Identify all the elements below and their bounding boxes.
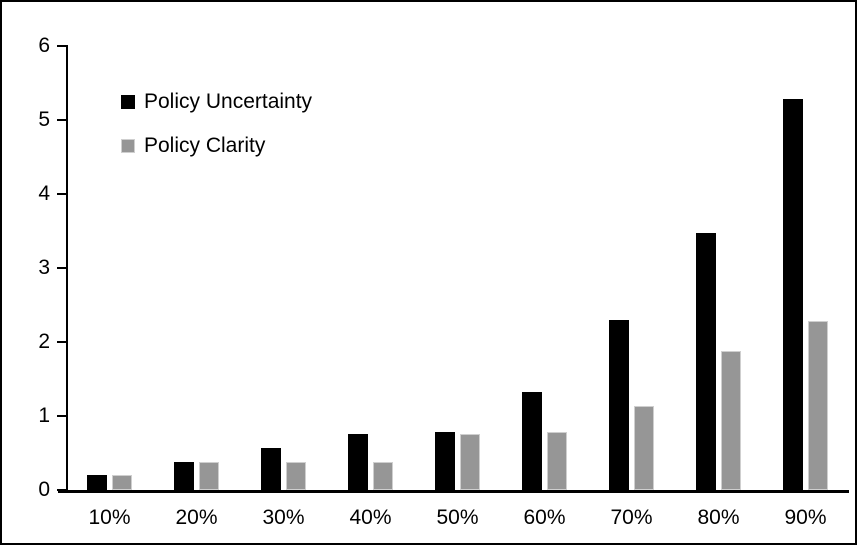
bar (547, 432, 567, 490)
y-tick-mark (57, 489, 66, 491)
x-tick-label: 30% (262, 506, 305, 529)
bar (373, 462, 393, 490)
y-tick-mark (57, 193, 66, 195)
y-axis-line (66, 45, 68, 492)
x-tick-label: 20% (175, 506, 218, 529)
x-tick-label: 50% (436, 506, 479, 529)
y-tick-label: 5 (38, 108, 50, 131)
y-tick-label: 4 (38, 182, 50, 205)
x-tick-label: 60% (523, 506, 566, 529)
y-tick-label: 6 (38, 34, 50, 57)
y-tick-label: 0 (38, 478, 50, 501)
bar (286, 462, 306, 490)
bar (435, 432, 455, 490)
y-tick-mark (57, 119, 66, 121)
bar (634, 406, 654, 490)
bar (808, 321, 828, 490)
legend-item: Policy Clarity (121, 134, 312, 158)
legend-swatch (121, 139, 135, 153)
y-tick-label: 1 (38, 404, 50, 427)
legend-swatch (121, 95, 135, 109)
x-tick-label: 40% (349, 506, 392, 529)
y-tick-mark (57, 415, 66, 417)
y-tick-label: 2 (38, 330, 50, 353)
x-tick-label: 70% (610, 506, 653, 529)
bar (721, 351, 741, 490)
y-tick-label: 3 (38, 256, 50, 279)
bar (261, 448, 281, 490)
bar (87, 475, 107, 490)
bar (112, 475, 132, 490)
y-tick-mark (57, 341, 66, 343)
bar (609, 320, 629, 490)
x-axis-line (58, 490, 849, 493)
x-tick-label: 90% (784, 506, 827, 529)
bar (174, 462, 194, 490)
x-tick-label: 80% (697, 506, 740, 529)
bar (783, 99, 803, 490)
bar (460, 434, 480, 490)
bar (199, 462, 219, 490)
legend: Policy Uncertainty Policy Clarity (121, 90, 312, 158)
legend-item: Policy Uncertainty (121, 90, 312, 114)
bar (522, 392, 542, 490)
bar (696, 233, 716, 490)
bar (348, 434, 368, 490)
y-tick-mark (57, 267, 66, 269)
x-tick-label: 10% (88, 506, 131, 529)
y-tick-mark (57, 45, 66, 47)
legend-label: Policy Clarity (144, 134, 266, 157)
legend-label: Policy Uncertainty (144, 90, 313, 113)
